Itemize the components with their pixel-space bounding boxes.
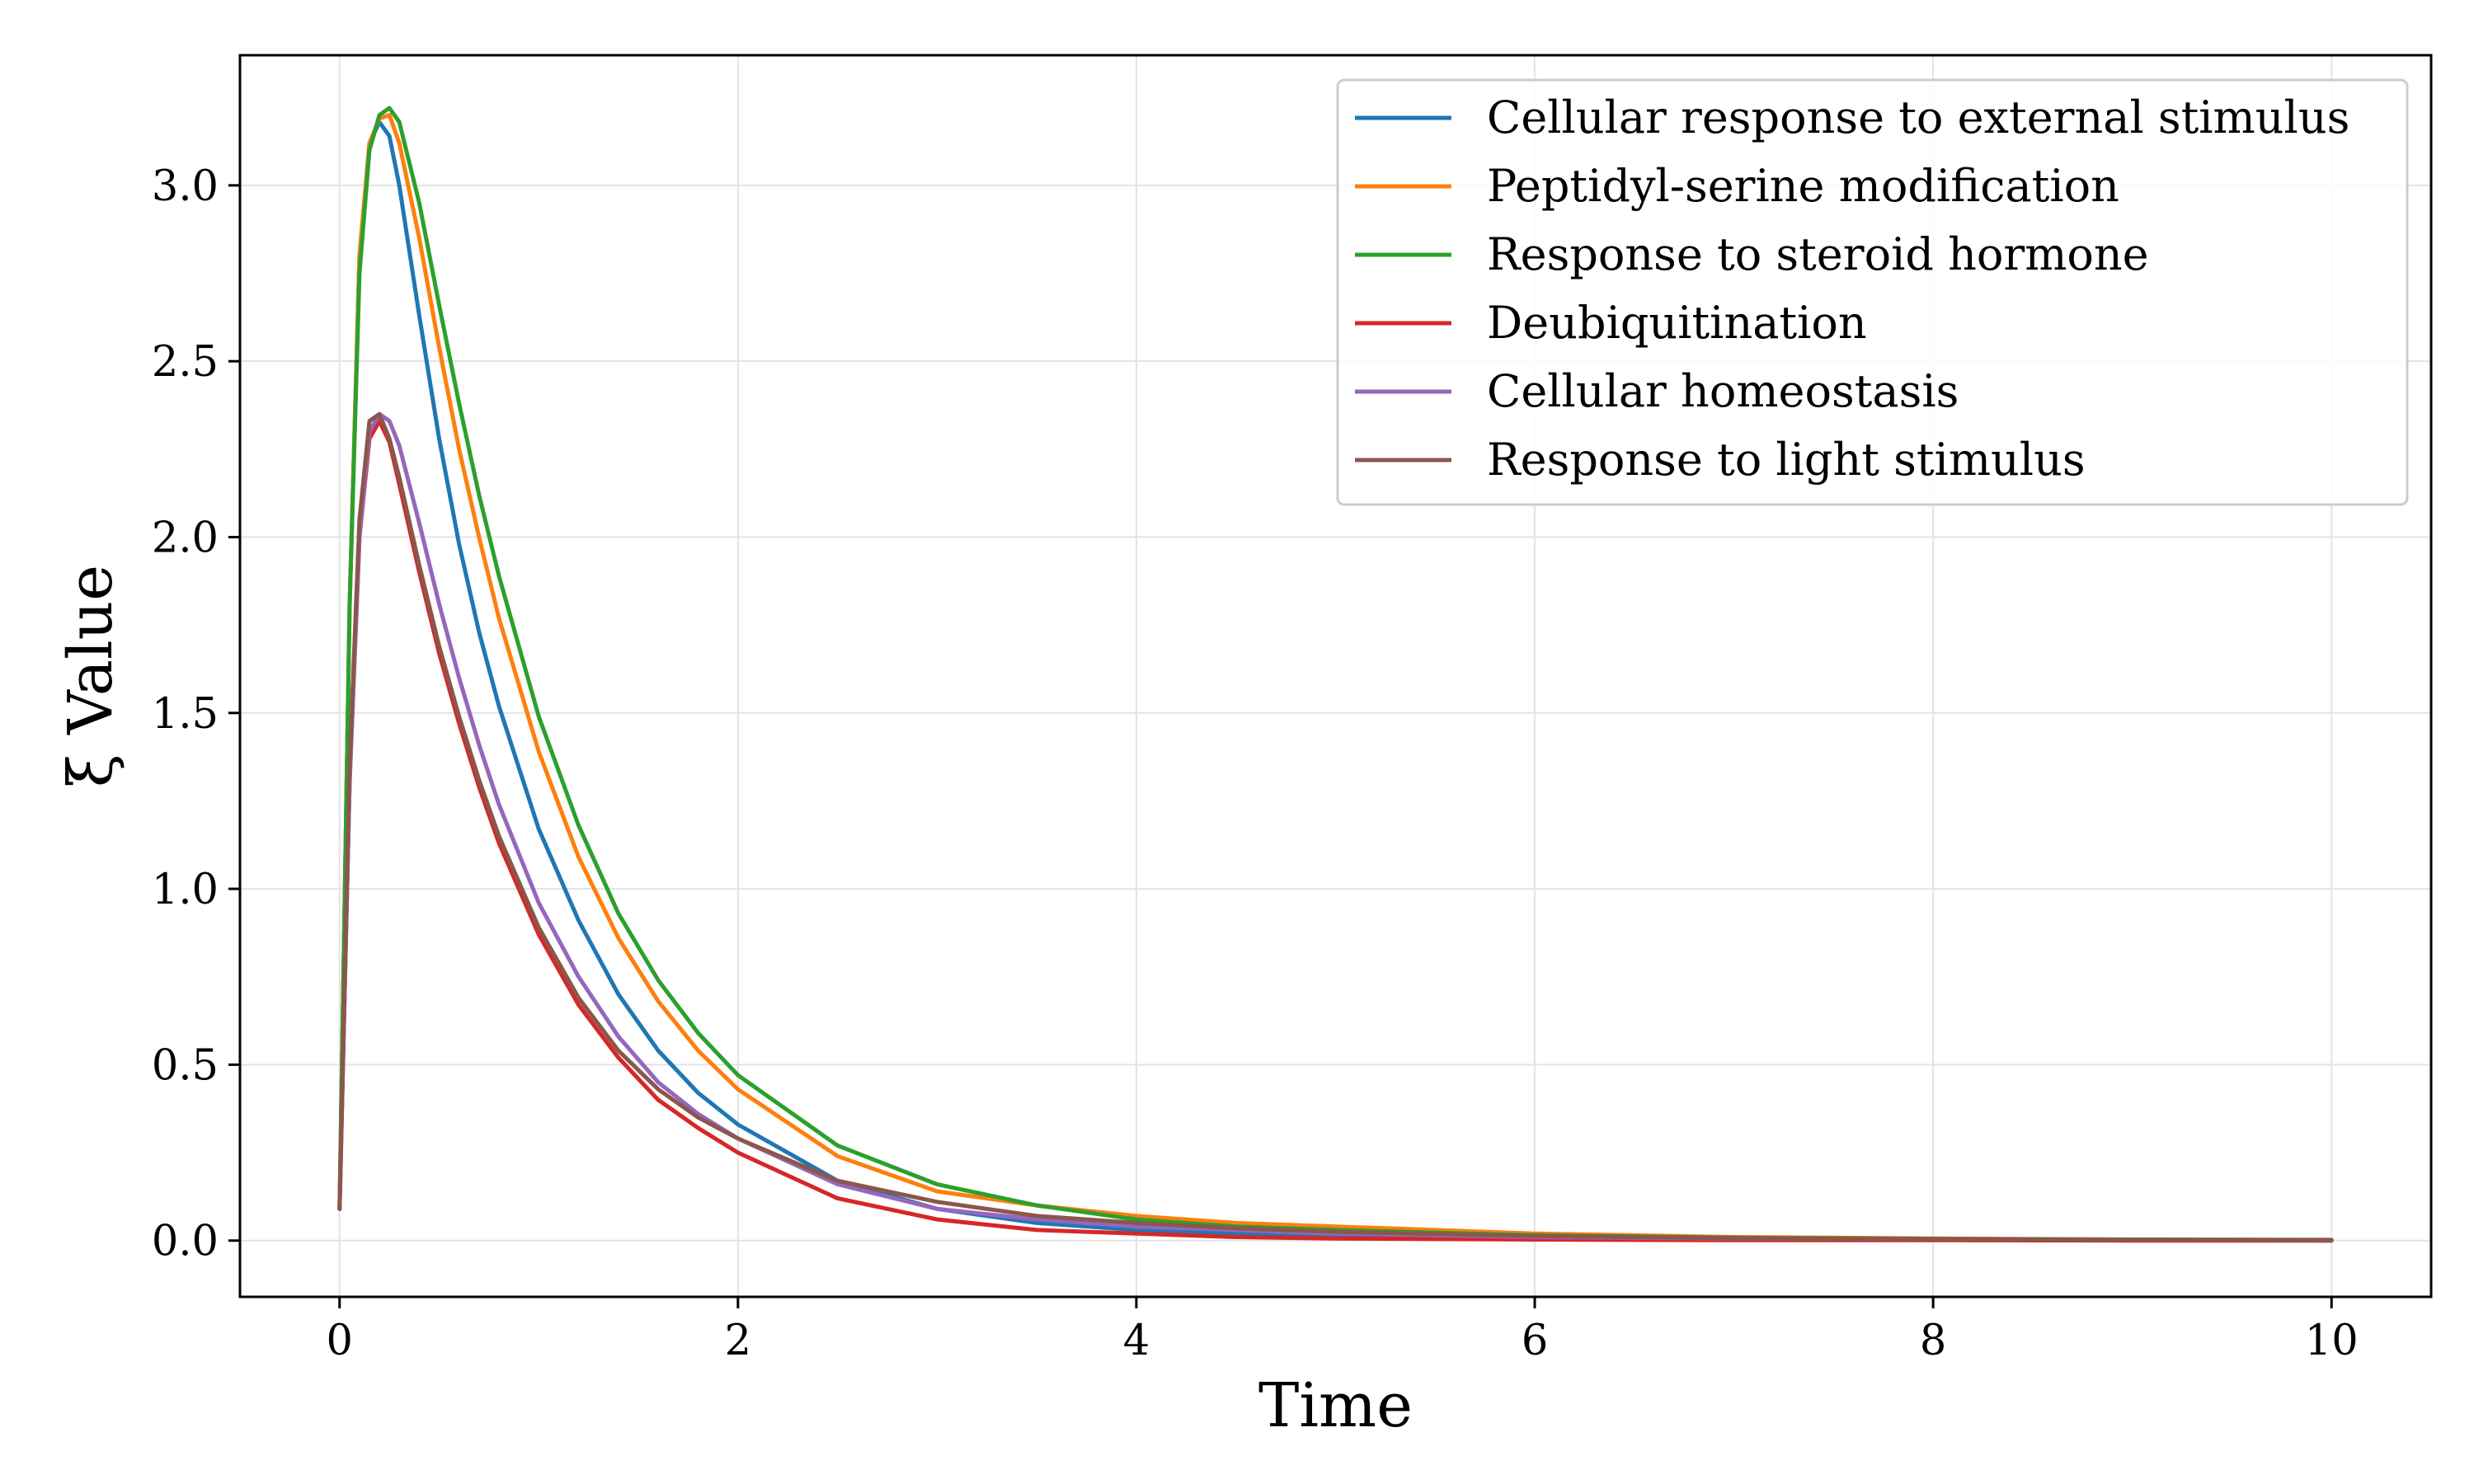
y-axis-title: ξ Value [55,565,126,787]
x-tick-label: 0 [327,1317,353,1365]
y-tick-label: 0.5 [152,1041,219,1090]
x-tick-label: 2 [725,1317,751,1365]
y-tick-label: 3.0 [152,162,219,211]
x-axis-title: Time [1258,1370,1413,1441]
y-tick-label: 1.0 [152,866,219,914]
legend: Cellular response to external stimulus Pe… [1336,78,2409,506]
x-tick-label: 10 [2305,1317,2359,1365]
y-tick-label: 2.0 [152,514,219,562]
series-line-6 [337,411,2334,1242]
legend-label: Response to light stimulus [1487,434,2086,486]
legend-label: Deubiquitination [1487,297,1867,349]
y-axis: 0.0 0.5 1.0 1.5 2.0 2.5 3.0 [152,162,240,1266]
legend-label: Cellular response to external stimulus [1487,92,2349,143]
y-tick-label: 0.0 [152,1218,219,1266]
legend-label: Cellular homeostasis [1487,365,1959,417]
x-axis: 0 2 4 6 8 10 [327,1297,2359,1365]
x-tick-label: 6 [1522,1317,1548,1365]
series-layer [337,106,2334,1243]
legend-label: Peptidyl-serine modification [1487,160,2119,212]
legend-label: Response to steroid hormone [1487,228,2149,280]
legend-box [1336,78,2409,506]
x-tick-label: 4 [1123,1317,1150,1365]
y-tick-label: 1.5 [152,690,219,739]
plot-frame [238,54,2433,1298]
y-tick-label: 2.5 [152,338,219,387]
series-line-2 [337,113,2334,1242]
x-tick-label: 8 [1920,1317,1946,1365]
